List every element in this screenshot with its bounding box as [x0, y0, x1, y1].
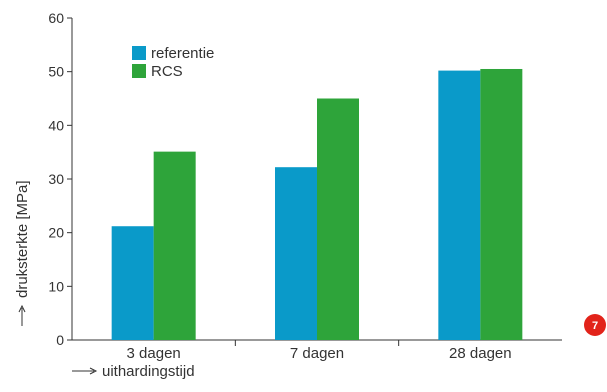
legend-label: referentie: [151, 45, 214, 62]
bars: [111, 68, 523, 341]
x-axis-title-arrowhead: [89, 367, 98, 375]
y-tick-label: 20: [48, 225, 64, 241]
y-axis-title-group: druksterkte [MPa]: [14, 180, 31, 326]
x-axis-title: uithardingstijd: [102, 363, 195, 380]
bar-rcs-2: [317, 98, 359, 340]
y-axis-title-arrowhead: [18, 304, 26, 313]
figure-number-circle: [584, 314, 606, 336]
bar-referentie-3: [438, 70, 481, 341]
bar-rcs-3: [480, 68, 523, 340]
bar-referentie-2: [275, 167, 317, 340]
y-tick-label: 10: [48, 278, 64, 294]
legend-swatch: [132, 64, 146, 78]
x-tick-label: 3 dagen: [127, 345, 181, 362]
x-axis-ticks: 3 dagen 7 dagen 28 dagen: [127, 340, 512, 362]
y-tick-label: 0: [56, 332, 64, 348]
y-tick-label: 40: [48, 117, 64, 133]
bar-rcs-1: [153, 151, 196, 340]
bar-referentie-1: [111, 226, 154, 340]
figure-number: 7: [592, 320, 598, 332]
x-tick-label: 28 dagen: [449, 345, 512, 362]
legend-swatch: [132, 46, 146, 60]
y-tick-label: 50: [48, 64, 64, 80]
y-axis-title: druksterkte [MPa]: [14, 180, 31, 298]
figure-number-badge: 7: [584, 314, 606, 336]
x-axis-title-group: uithardingstijd: [72, 363, 195, 380]
y-tick-label: 30: [48, 171, 64, 187]
legend-label: RCS: [151, 63, 183, 80]
x-tick-label: 7 dagen: [290, 345, 344, 362]
y-tick-label: 60: [48, 10, 64, 26]
y-axis-ticks: 0 10 20 30 40 50 60: [48, 10, 72, 348]
